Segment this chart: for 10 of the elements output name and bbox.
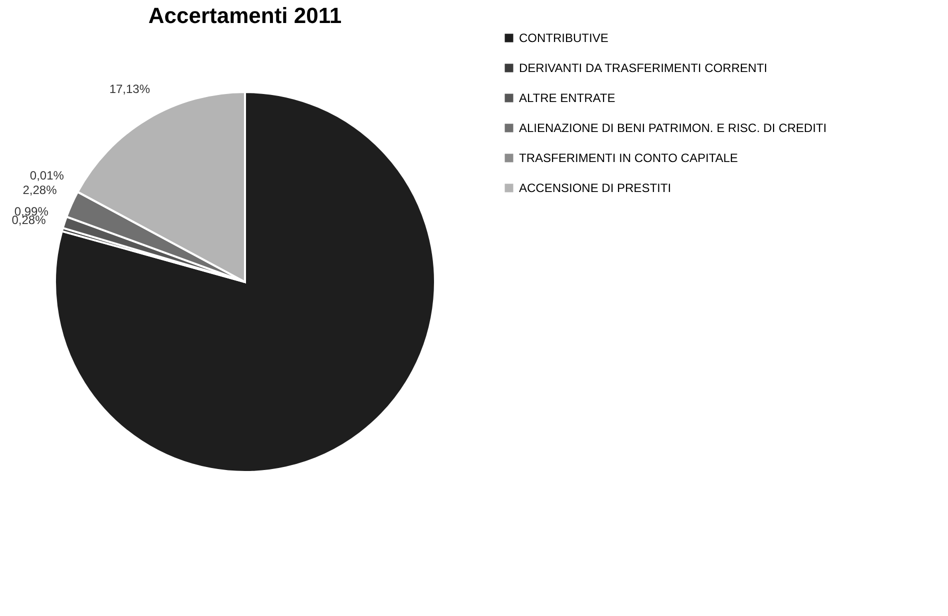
legend-label: ALIENAZIONE DI BENI PATRIMON. E RISC. DI CREDITI <box>519 121 827 135</box>
chart-title: Accertamenti 2011 <box>148 3 342 28</box>
legend-label: ACCENSIONE DI PRESTITI <box>519 181 672 195</box>
legend-label: TRASFERIMENTI IN CONTO CAPITALE <box>519 151 738 165</box>
data-label: 17,13% <box>109 82 150 96</box>
data-label: 2,28% <box>22 182 58 197</box>
data-label: 0,01% <box>30 168 64 182</box>
legend-label: DERIVANTI DA TRASFERIMENTI CORRENTI <box>519 61 768 75</box>
legend-label: ALTRE ENTRATE <box>519 91 616 105</box>
legend-label: CONTRIBUTIVE <box>519 31 608 45</box>
